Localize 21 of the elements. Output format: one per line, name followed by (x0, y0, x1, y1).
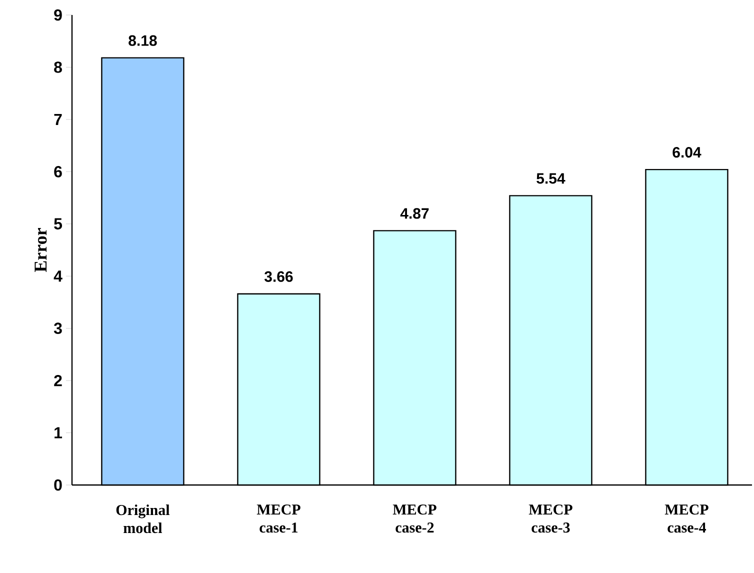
data-label: 5.54 (536, 173, 566, 184)
y-axis-title: Error (34, 228, 47, 272)
y-tick-label: 6 (54, 166, 62, 178)
y-tick-label: 0 (54, 479, 62, 491)
x-tick-label: MECP case-3 (528, 504, 572, 533)
y-tick-label: 9 (54, 9, 62, 21)
x-tick-label: Original model (116, 504, 170, 534)
x-tick-label: MECP case-4 (664, 504, 708, 533)
y-tick-label: 7 (54, 114, 62, 125)
y-tick-label: 4 (54, 270, 62, 282)
data-label: 8.18 (128, 35, 157, 46)
data-label: 4.87 (400, 208, 429, 219)
x-tick-label: MECP case-1 (256, 504, 300, 533)
data-label: 3.66 (264, 271, 293, 282)
x-tick-label: MECP case-2 (392, 504, 436, 533)
y-tick-label: 1 (54, 427, 62, 438)
data-label: 6.04 (672, 147, 702, 158)
y-tick-label: 3 (54, 322, 62, 334)
y-tick-label: 5 (54, 218, 62, 230)
y-tick-label: 8 (54, 62, 62, 73)
y-tick-label: 2 (54, 374, 62, 386)
